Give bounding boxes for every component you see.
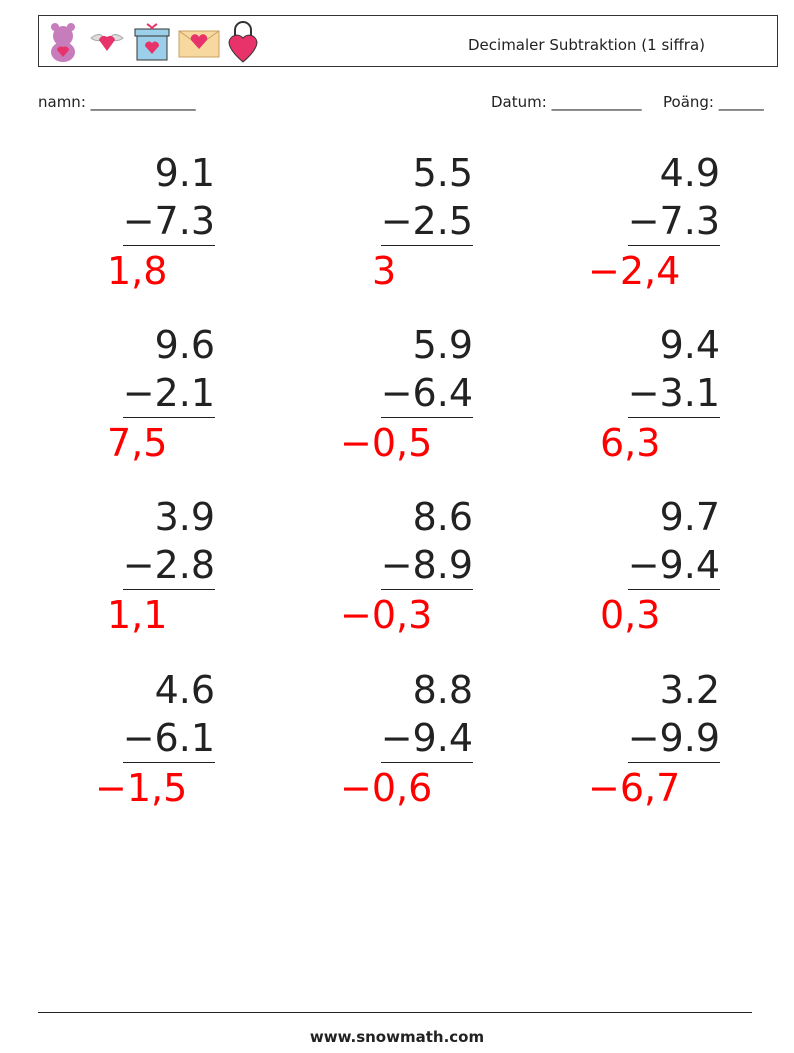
bottom-number: −9.4 bbox=[380, 716, 473, 760]
answer-rule bbox=[381, 762, 473, 763]
answer: 1,8 bbox=[107, 249, 168, 293]
top-number: 9.4 bbox=[659, 323, 720, 367]
bottom-number: −9.4 bbox=[627, 543, 720, 587]
answer: 6,3 bbox=[600, 421, 661, 465]
answer-rule bbox=[123, 417, 215, 418]
top-number: 5.9 bbox=[412, 323, 473, 367]
name-field: namn: ______________ bbox=[38, 93, 196, 111]
footer-link: www.snowmath.com bbox=[309, 1028, 485, 1046]
lock-icon bbox=[228, 21, 258, 63]
bottom-number: −6.1 bbox=[122, 716, 215, 760]
footer-rule bbox=[38, 1012, 752, 1013]
top-number: 4.9 bbox=[659, 151, 720, 195]
answer-rule bbox=[381, 589, 473, 590]
top-number: 9.7 bbox=[659, 495, 720, 539]
answer: −0,6 bbox=[340, 766, 433, 810]
top-number: 8.6 bbox=[412, 495, 473, 539]
winged-heart-icon bbox=[90, 34, 124, 51]
top-number: 8.8 bbox=[412, 668, 473, 712]
bottom-number: −7.3 bbox=[627, 199, 720, 243]
teddy-icon bbox=[51, 23, 75, 62]
bottom-number: −2.8 bbox=[122, 543, 215, 587]
answer: −0,3 bbox=[340, 593, 433, 637]
answer: −0,5 bbox=[340, 421, 433, 465]
answer-rule bbox=[628, 762, 720, 763]
letter-icon bbox=[178, 30, 220, 58]
answer: −1,5 bbox=[95, 766, 188, 810]
top-number: 3.9 bbox=[154, 495, 215, 539]
answer: 0,3 bbox=[600, 593, 661, 637]
top-number: 9.6 bbox=[154, 323, 215, 367]
answer-rule bbox=[123, 589, 215, 590]
answer-rule bbox=[123, 245, 215, 246]
bottom-number: −2.1 bbox=[122, 371, 215, 415]
bottom-number: −6.4 bbox=[380, 371, 473, 415]
top-number: 5.5 bbox=[412, 151, 473, 195]
header-icons bbox=[51, 21, 258, 63]
answer: 1,1 bbox=[107, 593, 168, 637]
answer: 3 bbox=[372, 249, 397, 293]
header-box bbox=[38, 15, 778, 67]
answer-rule bbox=[123, 762, 215, 763]
top-number: 4.6 bbox=[154, 668, 215, 712]
answer: −2,4 bbox=[588, 249, 681, 293]
date-field: Datum: ____________ bbox=[491, 93, 642, 111]
bottom-number: −9.9 bbox=[627, 716, 720, 760]
bottom-number: −2.5 bbox=[380, 199, 473, 243]
answer-rule bbox=[628, 589, 720, 590]
answer-rule bbox=[628, 245, 720, 246]
answer: 7,5 bbox=[107, 421, 168, 465]
bottom-number: −7.3 bbox=[122, 199, 215, 243]
score-field: Poäng: ______ bbox=[663, 93, 764, 111]
top-number: 3.2 bbox=[659, 668, 720, 712]
worksheet-title: Decimaler Subtraktion (1 siffra) bbox=[468, 36, 705, 54]
answer-rule bbox=[381, 417, 473, 418]
top-number: 9.1 bbox=[154, 151, 215, 195]
bottom-number: −8.9 bbox=[380, 543, 473, 587]
gift-icon bbox=[134, 23, 170, 61]
answer: −6,7 bbox=[588, 766, 681, 810]
bottom-number: −3.1 bbox=[627, 371, 720, 415]
answer-rule bbox=[381, 245, 473, 246]
answer-rule bbox=[628, 417, 720, 418]
